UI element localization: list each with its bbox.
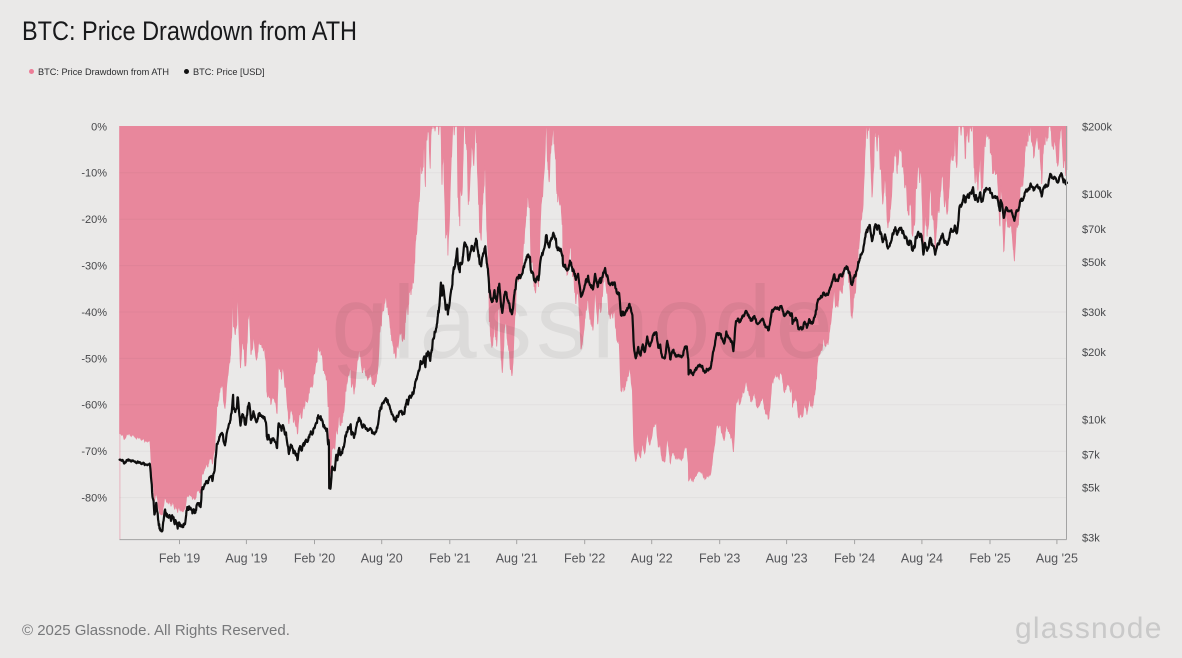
- svg-text:-70%: -70%: [81, 446, 107, 458]
- svg-text:Feb '24: Feb '24: [834, 552, 875, 566]
- svg-text:Aug '22: Aug '22: [631, 552, 673, 566]
- svg-text:$30k: $30k: [1082, 307, 1106, 319]
- svg-text:Feb '20: Feb '20: [294, 552, 335, 566]
- svg-text:$10k: $10k: [1082, 415, 1106, 427]
- svg-text:-10%: -10%: [81, 168, 107, 180]
- svg-text:Aug '20: Aug '20: [361, 552, 403, 566]
- svg-text:$50k: $50k: [1082, 257, 1106, 269]
- svg-text:$5k: $5k: [1082, 483, 1100, 495]
- svg-text:Aug '24: Aug '24: [901, 552, 943, 566]
- svg-text:glassnode: glassnode: [331, 265, 837, 380]
- svg-text:Aug '25: Aug '25: [1036, 552, 1078, 566]
- svg-text:Aug '23: Aug '23: [766, 552, 808, 566]
- svg-text:-60%: -60%: [81, 400, 107, 412]
- svg-text:$7k: $7k: [1082, 450, 1100, 462]
- svg-text:-50%: -50%: [81, 353, 107, 365]
- svg-text:$20k: $20k: [1082, 347, 1106, 359]
- svg-text:Feb '22: Feb '22: [564, 552, 605, 566]
- svg-text:$100k: $100k: [1082, 189, 1112, 201]
- svg-text:$200k: $200k: [1082, 121, 1112, 133]
- svg-text:Aug '19: Aug '19: [225, 552, 267, 566]
- svg-text:Feb '25: Feb '25: [969, 552, 1010, 566]
- svg-text:-20%: -20%: [81, 214, 107, 226]
- svg-text:Feb '23: Feb '23: [699, 552, 740, 566]
- svg-text:-30%: -30%: [81, 261, 107, 273]
- svg-text:-40%: -40%: [81, 307, 107, 319]
- svg-text:$3k: $3k: [1082, 533, 1100, 545]
- svg-text:$70k: $70k: [1082, 224, 1106, 236]
- svg-text:-80%: -80%: [81, 493, 107, 505]
- svg-text:Feb '19: Feb '19: [159, 552, 200, 566]
- svg-text:Aug '21: Aug '21: [496, 552, 538, 566]
- svg-text:0%: 0%: [91, 121, 107, 133]
- svg-text:Feb '21: Feb '21: [429, 552, 470, 566]
